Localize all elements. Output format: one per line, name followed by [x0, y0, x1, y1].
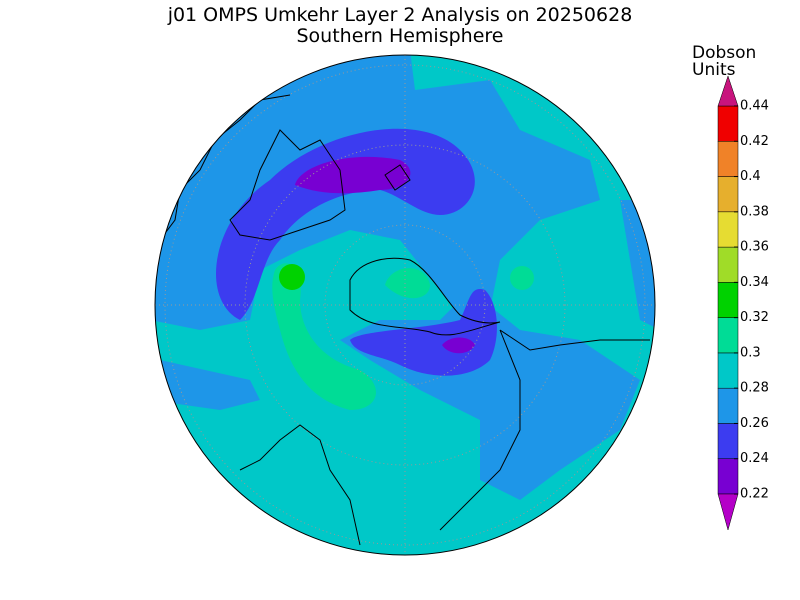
- colorbar-band: [717, 387, 739, 424]
- colorbar-band: [717, 317, 739, 354]
- colorbar-tick-label: 0.3: [740, 345, 761, 360]
- graticule: [324, 224, 486, 386]
- field-region: [442, 337, 475, 354]
- colorbar-tick-label: 0.36: [740, 240, 769, 255]
- field-region: [295, 156, 411, 194]
- map: [155, 55, 655, 555]
- graticule: [244, 144, 566, 466]
- coastline: [349, 257, 501, 336]
- colorbar-label: Units: [692, 60, 736, 80]
- colorbar-tick-label: 0.24: [740, 451, 769, 466]
- colorbar-band: [717, 105, 739, 142]
- field-region: [155, 360, 260, 410]
- coastline: [439, 329, 650, 531]
- graticule: [164, 64, 646, 546]
- colorbar-band: [717, 141, 739, 177]
- colorbar-tick-label: 0.22: [740, 487, 769, 502]
- field-region: [279, 264, 305, 290]
- colorbar-tick-label: 0.4: [740, 169, 761, 184]
- colorbar: 0.22 0.24 0.26 0.28 0.3 0.32 0.34 0.36 0.38 0.4 0.…: [717, 75, 769, 531]
- field-region: [385, 268, 430, 299]
- colorbar-tick-label: 0.38: [740, 204, 769, 219]
- coastline: [384, 164, 411, 191]
- colorbar-band: [717, 282, 739, 318]
- field-region: [216, 128, 475, 320]
- field-region: [510, 266, 534, 290]
- colorbar-tick-label: 0.42: [740, 134, 769, 149]
- map-border: [154, 54, 656, 556]
- colorbar-band: [717, 246, 739, 283]
- subtitle: Southern Hemisphere: [296, 25, 503, 47]
- colorbar-band: [717, 423, 739, 459]
- colorbar-tick-label: 0.26: [740, 416, 769, 431]
- colorbar-label: Dobson: [692, 43, 756, 63]
- field-region: [350, 289, 497, 376]
- title: j01 OMPS Umkehr Layer 2 Analysis on 2025…: [167, 4, 633, 26]
- field-region: [272, 263, 377, 410]
- colorbar-band: [717, 458, 739, 495]
- colorbar-band: [717, 176, 739, 213]
- colorbar-tick-label: 0.44: [740, 99, 769, 114]
- coastline: [239, 424, 361, 546]
- colorbar-tick-label: 0.28: [740, 381, 769, 396]
- colorbar-tick-label: 0.32: [740, 310, 769, 325]
- colorbar-band: [717, 352, 739, 389]
- colorbar-under: [717, 493, 739, 531]
- colorbar-tick-label: 0.34: [740, 275, 769, 290]
- colorbar-band: [717, 211, 739, 248]
- colorbar-over: [717, 75, 739, 107]
- coastline: [229, 129, 346, 241]
